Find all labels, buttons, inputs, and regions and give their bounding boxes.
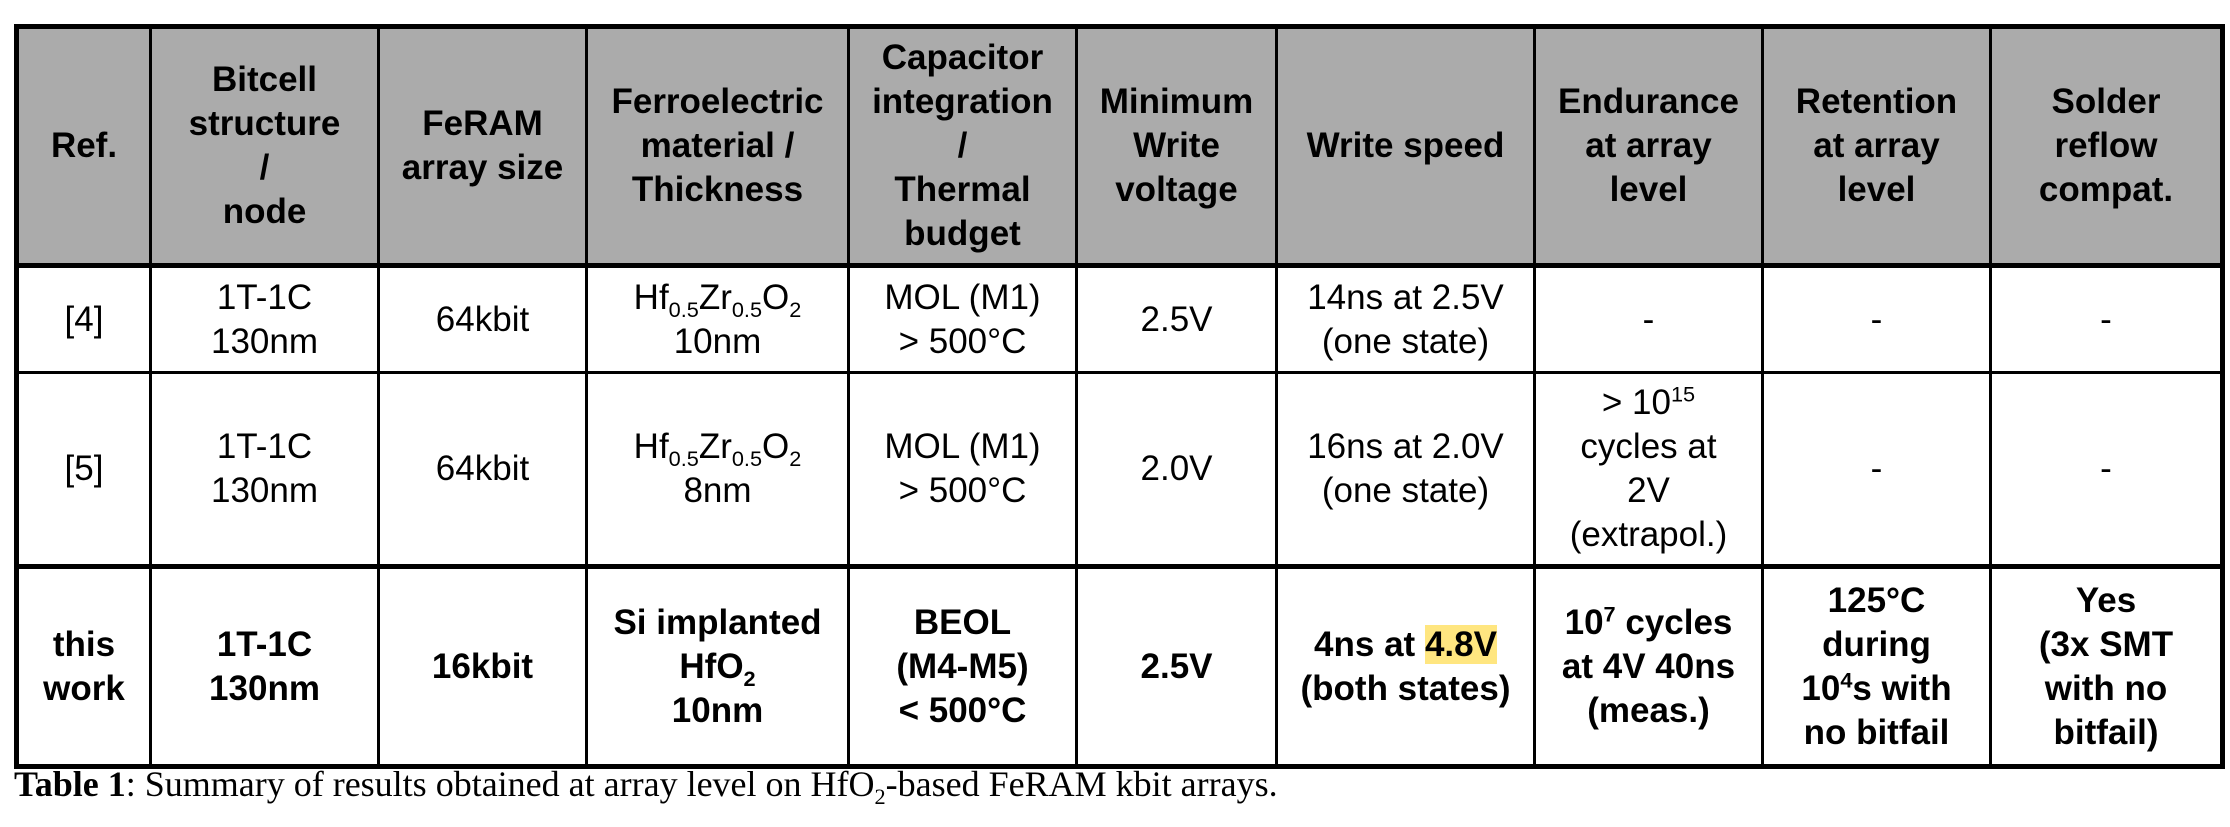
cell-min-voltage: 2.5V <box>1075 565 1278 768</box>
cell-solder: - <box>1989 264 2224 374</box>
cell-bitcell: 1T-1C 130nm <box>149 565 380 768</box>
cell-capacitor: MOL (M1) > 500°C <box>847 371 1078 568</box>
cell-material: Hf0.5Zr0.5O2 10nm <box>585 264 850 374</box>
header-min-voltage: Minimum Write voltage <box>1075 25 1278 267</box>
material-formula: Hf0.5Zr0.5O2 <box>633 277 802 322</box>
table-caption: Table 1: Summary of results obtained at … <box>14 764 1278 810</box>
cell-material: Si implanted HfO2 10nm <box>585 565 850 768</box>
header-retention: Retention at array level <box>1761 25 1992 267</box>
header-solder: Solder reflow compat. <box>1989 25 2224 267</box>
cell-endurance: > 1015 cycles at 2V (extrapol.) <box>1533 371 1764 568</box>
header-row: Ref. Bitcell structure / node FeRAM arra… <box>15 25 2224 267</box>
cell-ref: [4] <box>15 264 152 374</box>
cell-write-speed: 4ns at 4.8V (both states) <box>1275 565 1536 768</box>
header-array-size: FeRAM array size <box>377 25 588 267</box>
table-row: [5] 1T-1C 130nm 64kbit Hf0.5Zr0.5O2 8nm … <box>15 371 2224 568</box>
cell-min-voltage: 2.0V <box>1075 371 1278 568</box>
table-row: this work 1T-1C 130nm 16kbit Si implante… <box>15 565 2224 768</box>
cell-capacitor: BEOL (M4-M5) < 500°C <box>847 565 1078 768</box>
cell-ref: [5] <box>15 371 152 568</box>
table-row: [4] 1T-1C 130nm 64kbit Hf0.5Zr0.5O2 10nm… <box>15 264 2224 374</box>
cell-retention: - <box>1761 371 1992 568</box>
header-write-speed: Write speed <box>1275 25 1536 267</box>
cell-min-voltage: 2.5V <box>1075 264 1278 374</box>
header-ref: Ref. <box>15 25 152 267</box>
material-formula: Hf0.5Zr0.5O2 <box>633 427 802 471</box>
cell-array-size: 64kbit <box>377 264 588 374</box>
cell-bitcell: 1T-1C 130nm <box>149 371 380 568</box>
cell-write-speed: 16ns at 2.0V (one state) <box>1275 371 1536 568</box>
cell-endurance: - <box>1533 264 1764 374</box>
material-formula: HfO2 <box>679 646 756 691</box>
cell-array-size: 64kbit <box>377 371 588 568</box>
results-table: Ref. Bitcell structure / node FeRAM arra… <box>14 24 2225 769</box>
highlight-mark: 4.8V <box>1424 624 1497 664</box>
cell-array-size: 16kbit <box>377 565 588 768</box>
cell-write-speed: 14ns at 2.5V (one state) <box>1275 264 1536 374</box>
cell-ref: this work <box>15 565 152 768</box>
cell-solder: - <box>1989 371 2224 568</box>
header-capacitor: Capacitor integration / Thermal budget <box>847 25 1078 267</box>
header-endurance: Endurance at array level <box>1533 25 1764 267</box>
cell-material: Hf0.5Zr0.5O2 8nm <box>585 371 850 568</box>
cell-solder: Yes (3x SMT with no bitfail) <box>1989 565 2224 768</box>
header-material: Ferroelectric material / Thickness <box>585 25 850 267</box>
cell-capacitor: MOL (M1) > 500°C <box>847 264 1078 374</box>
cell-endurance: 107 cycles at 4V 40ns (meas.) <box>1533 565 1764 768</box>
header-bitcell: Bitcell structure / node <box>149 25 380 267</box>
caption-label: Table 1 <box>14 764 126 804</box>
cell-retention: - <box>1761 264 1992 374</box>
cell-bitcell: 1T-1C 130nm <box>149 264 380 374</box>
cell-retention: 125°C during 104s with no bitfail <box>1761 565 1992 768</box>
